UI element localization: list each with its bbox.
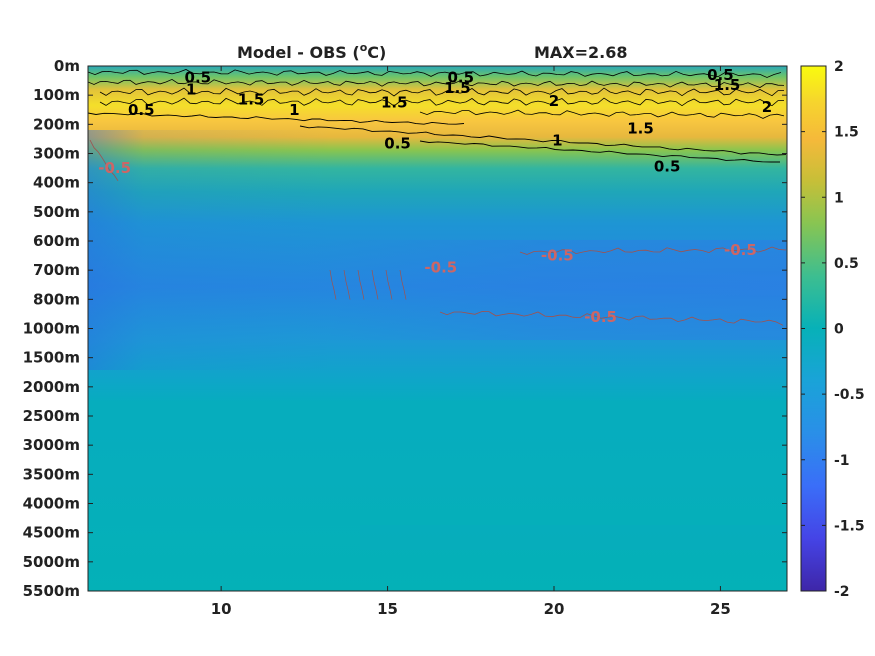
contour-fragment bbox=[357, 269, 365, 300]
contour-label: -0.5 bbox=[724, 241, 757, 259]
y-tick-label: 4000m bbox=[23, 495, 80, 513]
colorbar-tick-label: -1.5 bbox=[834, 518, 865, 534]
y-tick-label: 2000m bbox=[23, 378, 80, 396]
contour-label: -0.5 bbox=[541, 247, 574, 265]
contour-label: 1.5 bbox=[381, 93, 408, 111]
contour-line-1-deep bbox=[299, 125, 787, 156]
y-tick-label: 1000m bbox=[23, 320, 80, 338]
colorbar-ticks: 2 1.5 1 0.5 0 -0.5 -1 -1.5 -2 bbox=[801, 59, 865, 600]
contour-label: 1.5 bbox=[444, 79, 471, 97]
y-tick-label: 1500m bbox=[23, 349, 80, 367]
contour-label: -0.5 bbox=[98, 159, 131, 177]
contour-fragment bbox=[329, 269, 337, 300]
contour-label: 1 bbox=[186, 80, 196, 98]
heatmap-field bbox=[88, 66, 787, 591]
colorbar-tick-label: 0 bbox=[834, 322, 844, 338]
x-tick-label: 15 bbox=[377, 600, 398, 618]
y-tick-label: 500m bbox=[33, 203, 80, 221]
chart-title: Model - OBS (oC) bbox=[237, 41, 386, 62]
contour-fragment bbox=[371, 269, 379, 300]
contour-line-neg0.5-west bbox=[89, 139, 119, 182]
y-tick-label: 200m bbox=[33, 115, 80, 133]
contour-line-1.5-upper bbox=[99, 87, 784, 97]
x-axis: 10 15 20 25 bbox=[211, 66, 731, 618]
field-bottom-band bbox=[360, 525, 787, 550]
colorbar-tick-label: -2 bbox=[834, 584, 850, 600]
contour-label: 0.5 bbox=[448, 69, 475, 87]
contour-label: 0.5 bbox=[707, 66, 734, 84]
contour-label: 1.5 bbox=[627, 120, 654, 138]
contour-label: 1 bbox=[552, 131, 562, 149]
contour-label: 1.5 bbox=[714, 76, 741, 94]
y-tick-label: 5500m bbox=[23, 582, 80, 600]
contour-line-neg0.5-upper bbox=[519, 246, 787, 255]
contour-label: -0.5 bbox=[584, 308, 617, 326]
y-tick-label: 400m bbox=[33, 174, 80, 192]
colorbar-tick-label: 2 bbox=[834, 59, 844, 75]
contour-label: -0.5 bbox=[424, 258, 457, 276]
contour-label: 0.5 bbox=[185, 69, 212, 87]
contour-line-2 bbox=[419, 109, 785, 119]
y-tick-label: 700m bbox=[33, 261, 80, 279]
contour-lines bbox=[88, 69, 787, 326]
y-tick-label: 2500m bbox=[23, 407, 80, 425]
contour-fragment bbox=[385, 269, 393, 300]
y-tick-label: 4500m bbox=[23, 524, 80, 542]
contour-line-1.5-lower bbox=[99, 97, 784, 107]
contour-fragment bbox=[343, 269, 351, 300]
colorbar-tick-label: 1 bbox=[834, 190, 844, 206]
contour-label: 1 bbox=[289, 101, 299, 119]
y-tick-label: 100m bbox=[33, 86, 80, 104]
x-tick-label: 10 bbox=[211, 600, 232, 618]
contour-label: 0.5 bbox=[128, 101, 155, 119]
max-annotation: MAX=2.68 bbox=[534, 43, 628, 62]
y-tick-label: 0m bbox=[54, 57, 80, 75]
y-tick-label: 600m bbox=[33, 232, 80, 250]
x-tick-label: 25 bbox=[710, 600, 731, 618]
contour-label: 2 bbox=[762, 98, 772, 116]
x-tick-label: 20 bbox=[544, 600, 565, 618]
contour-label: 0.5 bbox=[384, 134, 411, 152]
colorbar-tick-label: 0.5 bbox=[834, 256, 859, 272]
y-tick-label: 800m bbox=[33, 290, 80, 308]
contour-line-0.5-deep bbox=[419, 140, 780, 163]
contour-line-0.5-surface bbox=[88, 69, 782, 78]
contour-fragment bbox=[399, 269, 407, 300]
contour-line-0.5-west bbox=[88, 112, 465, 125]
y-axis: 0m 100m 200m 300m 400m 500m 600m 700m 800m 1000m 1… bbox=[23, 57, 787, 600]
y-tick-label: 3000m bbox=[23, 436, 80, 454]
contour-labels: 0.510.51.51 1.50.51.521.510.50.50.51.52-0… bbox=[98, 66, 772, 326]
y-tick-label: 300m bbox=[33, 145, 80, 163]
contour-label: 0.5 bbox=[654, 158, 681, 176]
contour-line-1-surface bbox=[88, 78, 785, 88]
y-tick-label: 3500m bbox=[23, 465, 80, 483]
colorbar-tick-label: -1 bbox=[834, 453, 850, 469]
contour-label: 1.5 bbox=[238, 91, 265, 109]
colorbar: 2 1.5 1 0.5 0 -0.5 -1 -1.5 -2 bbox=[800, 59, 865, 600]
field-deep-shade bbox=[88, 240, 787, 340]
field-lower-band bbox=[88, 400, 787, 430]
colorbar-tick-label: -0.5 bbox=[834, 387, 865, 403]
y-tick-label: 5000m bbox=[23, 553, 80, 571]
colorbar-tick-label: 1.5 bbox=[834, 125, 859, 141]
contour-label: 2 bbox=[549, 92, 559, 110]
contour-line-neg0.5-lower bbox=[439, 311, 784, 326]
